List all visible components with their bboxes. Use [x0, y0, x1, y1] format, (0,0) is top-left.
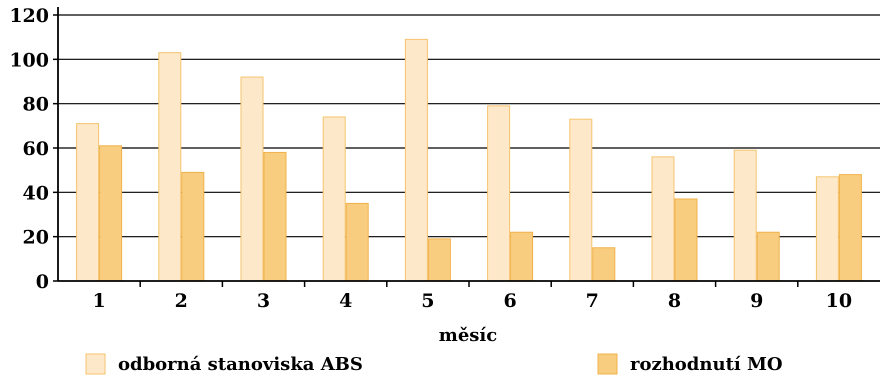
- x-tick-label: 8: [668, 290, 681, 312]
- bar-series-2-4: [345, 202, 369, 282]
- axes: 0 20 40 60 80 100 120 1 2 3 4 5 6 7 8 9 10: [9, 5, 880, 312]
- y-tick-label: 60: [23, 138, 49, 160]
- bar-series-2-7: [592, 247, 616, 282]
- x-tick-label: 1: [92, 290, 105, 312]
- bar-series-1-10: [815, 176, 839, 282]
- bar-series-1-9: [733, 149, 757, 282]
- bar-series-2-2: [181, 171, 205, 282]
- bar-series-1-1: [76, 123, 100, 282]
- bar-series-2-5: [427, 238, 451, 282]
- x-tick-label: 2: [175, 290, 188, 312]
- bar-series-1-6: [487, 105, 511, 282]
- bars: [76, 38, 862, 282]
- bar-series-2-10: [838, 174, 862, 282]
- x-tick-label: 10: [826, 290, 852, 312]
- legend-swatch-2: [597, 353, 618, 375]
- x-axis-title: měsíc: [439, 325, 497, 346]
- legend: odborná stanoviska ABS rozhodnutí MO: [85, 353, 783, 375]
- y-tick-label: 0: [36, 271, 49, 293]
- y-tick-label: 100: [9, 49, 49, 71]
- x-tick-label: 3: [257, 290, 270, 312]
- bar-series-1-7: [569, 118, 593, 282]
- bar-series-2-8: [674, 198, 698, 282]
- y-tick-label: 120: [9, 5, 49, 27]
- bar-series-1-4: [322, 116, 346, 282]
- y-tick-label: 80: [23, 94, 49, 116]
- bar-series-2-6: [510, 231, 534, 282]
- legend-label-2: rozhodnutí MO: [630, 354, 783, 375]
- bar-series-2-9: [756, 231, 780, 282]
- bar-series-1-2: [158, 52, 182, 282]
- bar-series-2-1: [99, 145, 123, 282]
- legend-label-1: odborná stanoviska ABS: [118, 354, 363, 375]
- x-tick-label: 4: [339, 290, 352, 312]
- bar-series-1-3: [240, 76, 264, 282]
- legend-swatch-1: [85, 353, 106, 375]
- x-tick-label: 6: [503, 290, 516, 312]
- bar-series-2-3: [263, 151, 287, 282]
- y-tick-label: 20: [23, 227, 49, 249]
- y-tick-label: 40: [23, 182, 49, 204]
- bar-series-1-8: [651, 156, 675, 282]
- x-tick-label: 9: [750, 290, 763, 312]
- x-tick-label: 7: [586, 290, 599, 312]
- bar-series-1-5: [404, 38, 428, 282]
- x-tick-label: 5: [421, 290, 434, 312]
